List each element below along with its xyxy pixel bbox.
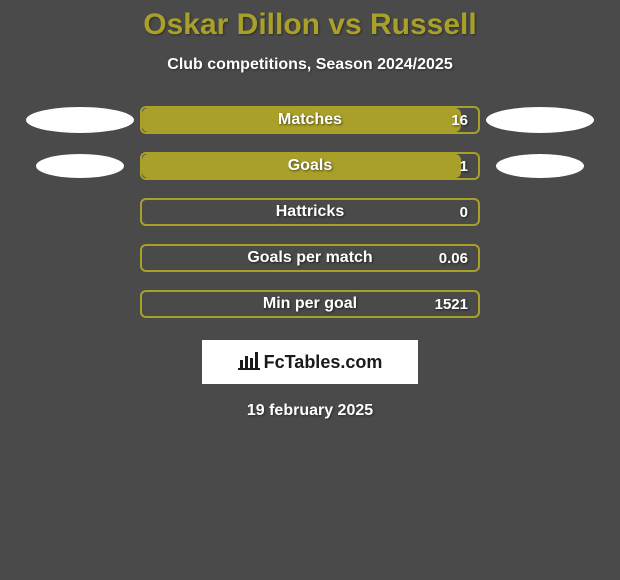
stat-row: Min per goal1521 <box>0 290 620 318</box>
stat-value: 1 <box>460 158 468 175</box>
logo-chart-icon <box>238 350 260 375</box>
stat-bar: Matches16 <box>140 106 480 134</box>
player-right-ellipse <box>486 107 594 133</box>
stat-value: 16 <box>451 112 468 129</box>
stat-bar: Hattricks0 <box>140 198 480 226</box>
stat-value: 0.06 <box>439 250 468 267</box>
stat-value: 0 <box>460 204 468 221</box>
stat-row: Goals1 <box>0 152 620 180</box>
stat-bar: Goals per match0.06 <box>140 244 480 272</box>
logo-text: FcTables.com <box>264 352 383 373</box>
right-ellipse-slot <box>480 154 600 178</box>
subtitle: Club competitions, Season 2024/2025 <box>0 42 620 74</box>
player-right-ellipse <box>496 154 584 178</box>
stat-label: Goals <box>142 157 478 175</box>
stat-row: Goals per match0.06 <box>0 244 620 272</box>
stat-row: Hattricks0 <box>0 198 620 226</box>
player-left-ellipse <box>36 154 124 178</box>
logo-box: FcTables.com <box>202 340 418 384</box>
stat-label: Goals per match <box>142 249 478 267</box>
stat-rows: Matches16 Goals1 Hattricks0 Goals per match… <box>0 106 620 318</box>
stat-bar: Min per goal1521 <box>140 290 480 318</box>
player-left-ellipse <box>26 107 134 133</box>
stat-bar: Goals1 <box>140 152 480 180</box>
stat-row: Matches16 <box>0 106 620 134</box>
stat-label: Hattricks <box>142 203 478 221</box>
date-label: 19 february 2025 <box>0 402 620 420</box>
page-title: Oskar Dillon vs Russell <box>0 0 620 42</box>
right-ellipse-slot <box>480 107 600 133</box>
left-ellipse-slot <box>20 154 140 178</box>
stat-label: Min per goal <box>142 295 478 313</box>
stat-value: 1521 <box>435 296 468 313</box>
left-ellipse-slot <box>20 107 140 133</box>
stat-label: Matches <box>142 111 478 129</box>
